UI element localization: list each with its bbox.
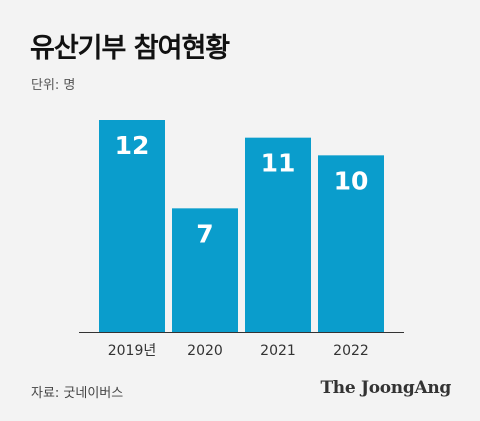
brand-logo: The JoongAng: [320, 378, 451, 398]
chart-title: 유산기부 참여현황: [30, 33, 230, 64]
bar-2022: [318, 155, 384, 332]
bar-2020: [172, 208, 238, 332]
bar-value-label: 10: [334, 166, 369, 195]
bar-value-label: 11: [261, 149, 296, 178]
x-tick-label: 2022: [333, 343, 369, 359]
x-tick-labels: 2019년 2020 2021 2022: [108, 343, 369, 359]
source-note: 자료: 굿네이버스: [31, 386, 124, 401]
bar-2019년: [99, 120, 165, 332]
bars-group: 12 7 11 10: [99, 120, 384, 332]
bar-2021: [245, 137, 311, 332]
unit-label: 단위: 명: [31, 78, 76, 93]
bar-value-label: 7: [196, 219, 213, 248]
x-tick-label: 2019년: [108, 343, 157, 359]
bar-value-label: 12: [115, 131, 150, 160]
x-tick-label: 2021: [260, 343, 296, 359]
x-tick-label: 2020: [187, 343, 223, 359]
